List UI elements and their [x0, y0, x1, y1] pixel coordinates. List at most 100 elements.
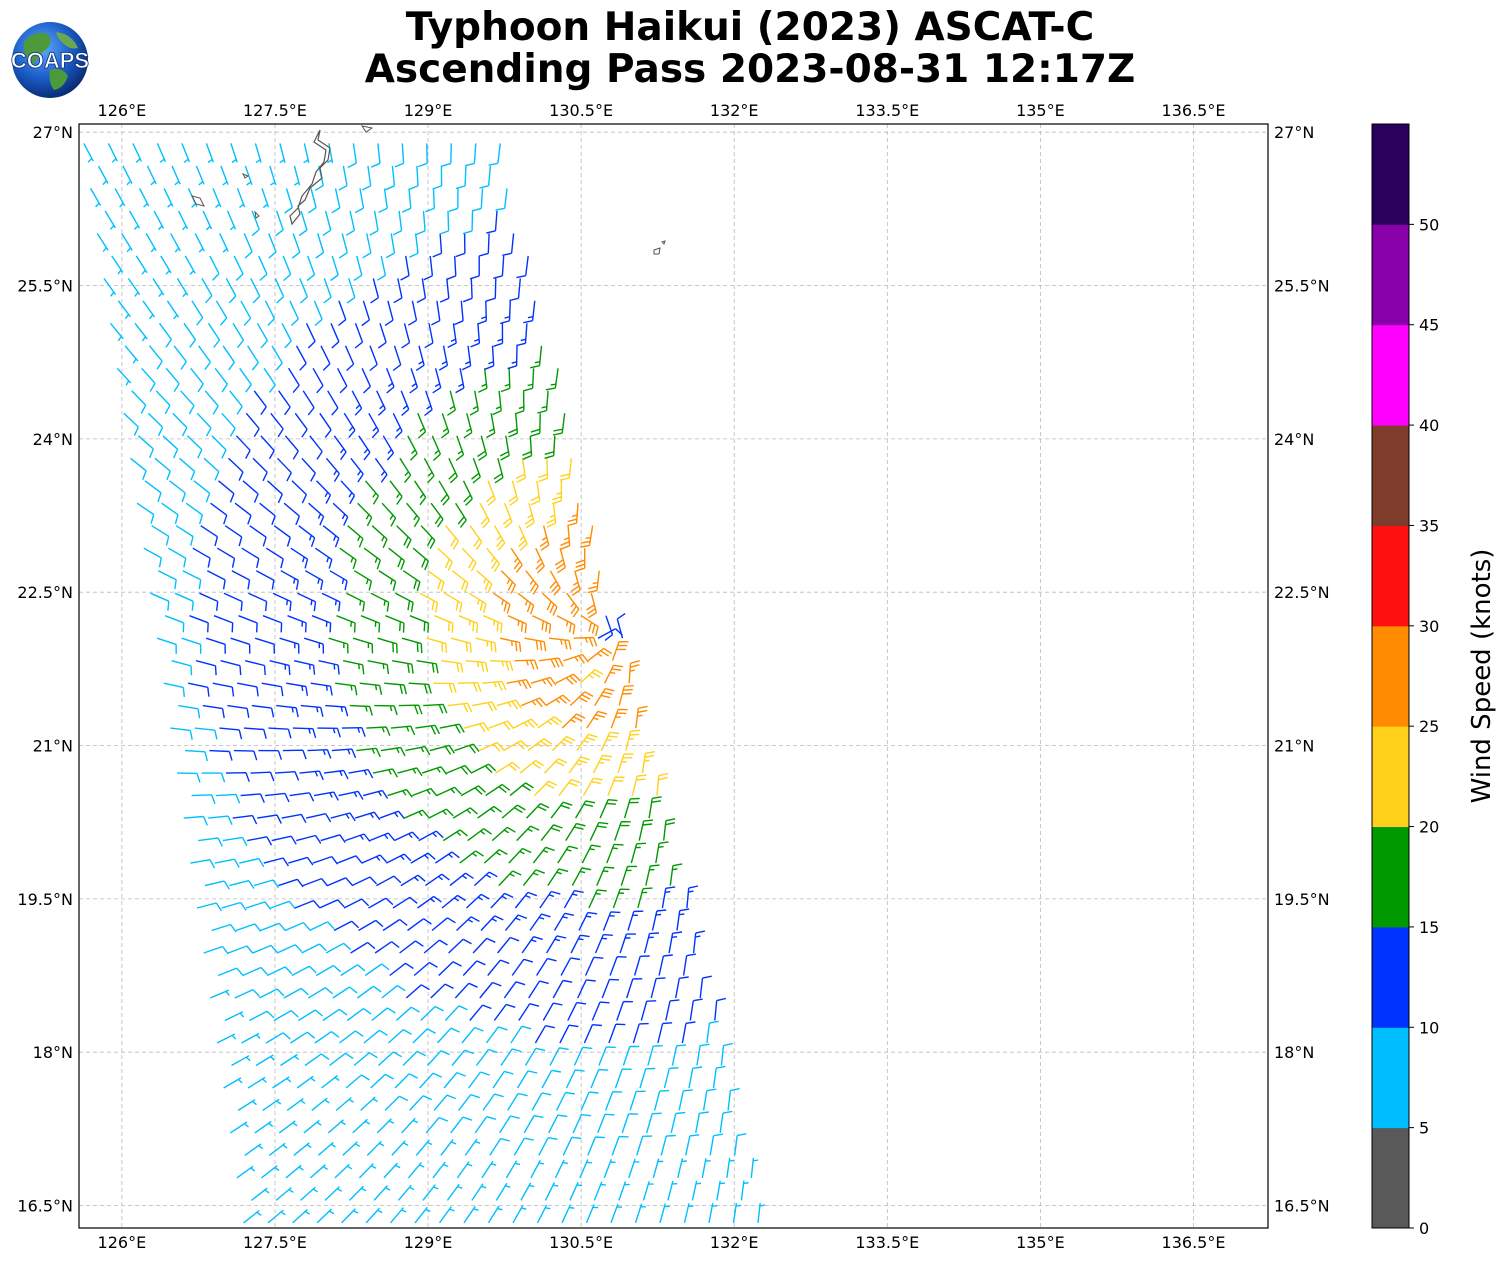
- wind-barb: [216, 1033, 237, 1044]
- wind-barb: [322, 1008, 348, 1022]
- wind-barb: [402, 1050, 427, 1066]
- wind-barb: [127, 278, 141, 297]
- wind-barb: [132, 143, 143, 163]
- wind-barb: [655, 841, 669, 864]
- wind-barb: [377, 637, 398, 654]
- wind-barb: [478, 368, 488, 393]
- wind-barb: [675, 976, 689, 999]
- wind-barb: [614, 821, 631, 841]
- wind-barb: [249, 1010, 275, 1022]
- wind-barb: [545, 694, 571, 707]
- wind-barb: [182, 570, 202, 590]
- wind-barb: [358, 1163, 377, 1179]
- wind-barb: [653, 1089, 670, 1111]
- wind-barb: [514, 390, 525, 415]
- lat-tick-label-right: 16.5°N: [1274, 1197, 1330, 1216]
- wind-barb: [599, 799, 618, 819]
- lon-tick-label-bottom: 129°E: [404, 1233, 453, 1252]
- wind-barb: [254, 1120, 274, 1134]
- wind-barb: [611, 641, 629, 661]
- wind-barb: [419, 1072, 442, 1089]
- wind-barb: [369, 832, 395, 842]
- wind-barb: [344, 833, 371, 842]
- wind-barb: [569, 1181, 583, 1201]
- wind-barb: [594, 933, 613, 954]
- wind-barb: [283, 987, 309, 999]
- wind-barb: [472, 937, 496, 954]
- wind-barb: [331, 188, 341, 214]
- wind-barb: [376, 255, 387, 281]
- wind-barb: [701, 1158, 711, 1179]
- wind-barb: [548, 1114, 568, 1134]
- wind-barb: [485, 480, 496, 507]
- wind-barb: [438, 1206, 455, 1224]
- wind-barb: [332, 986, 358, 999]
- wind-barb: [235, 435, 251, 459]
- wind-barb: [440, 413, 450, 439]
- wind-barb: [732, 1202, 742, 1224]
- wind-barb: [565, 1069, 585, 1089]
- wind-barb: [407, 435, 418, 461]
- wind-barb: [354, 811, 381, 821]
- wind-barb: [340, 964, 366, 977]
- wind-barb: [440, 1139, 457, 1156]
- wind-barb: [236, 1165, 256, 1179]
- wind-barb: [271, 835, 297, 845]
- wind-barb: [410, 852, 436, 864]
- wind-barb: [455, 165, 467, 190]
- wind-barb: [121, 233, 133, 253]
- wind-barb: [204, 880, 230, 890]
- wind-barb: [692, 930, 706, 954]
- wind-barb: [297, 592, 317, 612]
- wind-barb: [224, 525, 243, 547]
- wind-barb: [363, 547, 381, 570]
- wind-barb: [171, 165, 181, 186]
- wind-barb: [583, 1024, 602, 1044]
- wind-barb: [479, 165, 492, 189]
- wind-barb: [135, 255, 148, 275]
- wind-barb: [241, 1032, 261, 1044]
- wind-barb: [296, 834, 322, 844]
- wind-barb: [327, 390, 339, 416]
- wind-barb: [261, 682, 284, 697]
- wind-barb: [439, 723, 465, 734]
- wind-barb: [362, 789, 389, 799]
- wind-barb: [165, 367, 180, 393]
- wind-barb: [652, 1158, 664, 1179]
- wind-barb: [491, 826, 516, 842]
- wind-barb: [287, 615, 307, 633]
- wind-barb: [173, 345, 187, 370]
- wind-barb: [709, 1133, 724, 1156]
- wind-barb: [270, 412, 284, 438]
- wind-barb: [389, 962, 414, 977]
- wind-barb: [499, 435, 510, 461]
- wind-barb: [712, 1065, 726, 1089]
- coastlines: [191, 125, 666, 255]
- wind-barb: [394, 143, 405, 168]
- wind-barb: [509, 278, 521, 302]
- wind-barb: [399, 940, 424, 954]
- wind-barb: [203, 457, 220, 481]
- wind-barb: [243, 1209, 262, 1224]
- lon-tick-label-bottom: 135°E: [1016, 1233, 1065, 1252]
- wind-barb: [444, 592, 463, 613]
- wind-barb: [518, 525, 528, 551]
- wind-barb: [144, 480, 162, 503]
- wind-barb: [176, 278, 189, 298]
- wind-barb: [581, 615, 599, 636]
- wind-barb: [568, 756, 590, 774]
- wind-barb: [454, 300, 464, 326]
- wind-barb: [597, 1113, 615, 1134]
- wind-barb: [158, 322, 172, 348]
- wind-barb: [667, 1180, 678, 1201]
- wind-barb: [196, 902, 223, 912]
- wind-barb: [291, 965, 317, 977]
- wind-barb: [452, 807, 478, 819]
- wind-barb: [212, 188, 222, 208]
- wind-barb: [254, 637, 275, 654]
- wind-barb: [223, 592, 243, 611]
- wind-barb: [524, 503, 535, 529]
- wind-barb: [670, 1111, 686, 1134]
- wind-barb: [507, 615, 527, 634]
- wind-barb: [428, 808, 454, 819]
